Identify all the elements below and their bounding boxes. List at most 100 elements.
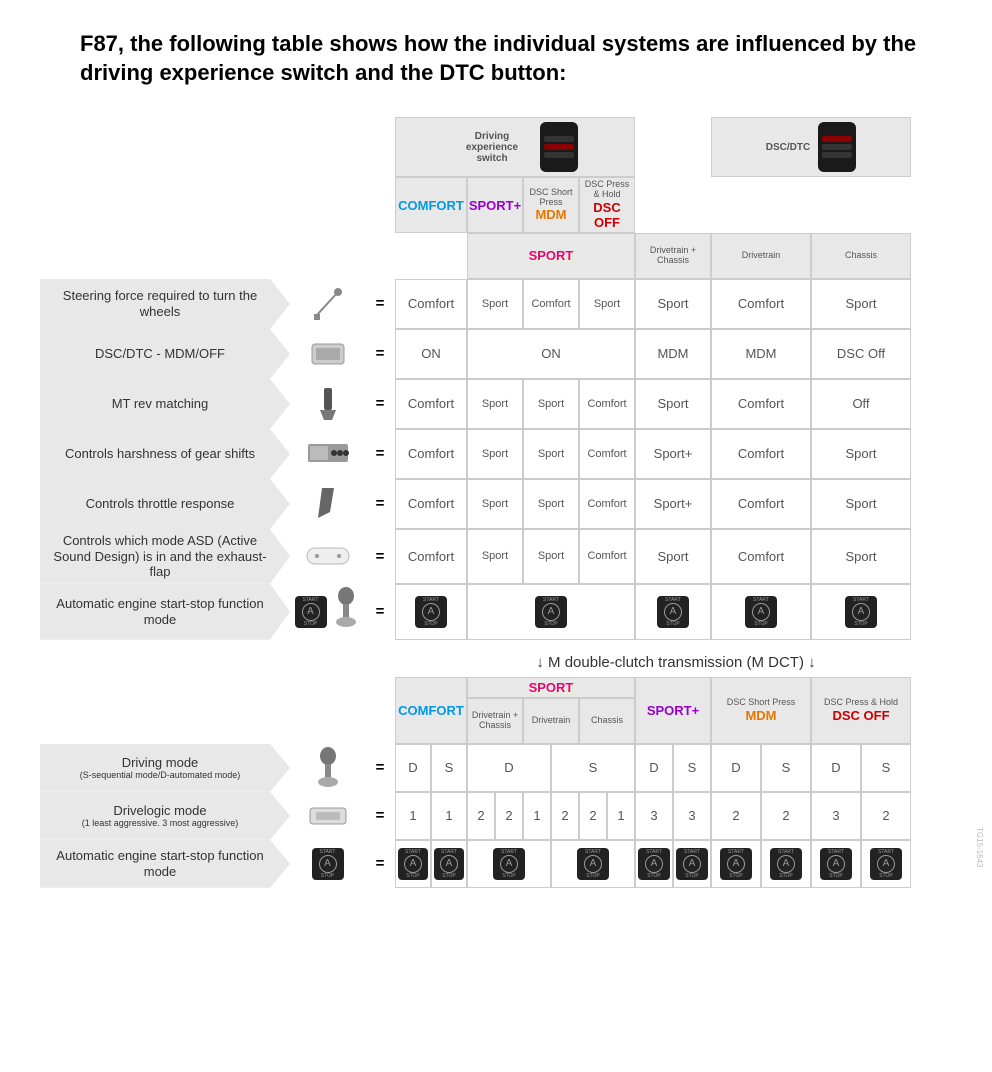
col-mdm-top: DSC Short Press bbox=[526, 188, 576, 208]
table-cell: Comfort bbox=[711, 429, 811, 479]
table-cell: D bbox=[811, 744, 861, 792]
table-cell: Sport bbox=[523, 529, 579, 584]
row-label: MT rev matching bbox=[40, 379, 290, 429]
dsc-icon bbox=[818, 122, 856, 172]
table-cell: STARTASTOP bbox=[635, 584, 711, 640]
table-cell: 2 bbox=[495, 792, 523, 840]
table-cell: Sport bbox=[523, 379, 579, 429]
table-cell: 2 bbox=[761, 792, 811, 840]
table-cell: STARTASTOP bbox=[467, 840, 551, 888]
row-label: Steering force required to turn the whee… bbox=[40, 279, 290, 329]
table-cell: Comfort bbox=[711, 279, 811, 329]
divider-label: ↓ M double-clutch transmission (M DCT) ↓ bbox=[380, 654, 972, 671]
table-cell: Sport bbox=[635, 279, 711, 329]
row-label: Controls harshness of gear shifts bbox=[40, 429, 290, 479]
table-cell: 3 bbox=[673, 792, 711, 840]
switch-icon bbox=[540, 122, 578, 172]
table-cell: MDM bbox=[711, 329, 811, 379]
equals-sign: = bbox=[365, 429, 395, 479]
table-cell: STARTASTOP bbox=[673, 840, 711, 888]
table-cell: Comfort bbox=[395, 429, 467, 479]
table-cell: Sport bbox=[811, 529, 911, 584]
equals-sign: = bbox=[365, 329, 395, 379]
table-cell: 3 bbox=[635, 792, 673, 840]
table-cell: MDM bbox=[635, 329, 711, 379]
table-cell: Comfort bbox=[579, 429, 635, 479]
table-cell: Comfort bbox=[395, 479, 467, 529]
table-cell: Sport bbox=[523, 479, 579, 529]
table-cell: Sport+ bbox=[635, 479, 711, 529]
col-dscoff-top: DSC Press & Hold bbox=[582, 180, 632, 200]
table-cell: 1 bbox=[395, 792, 431, 840]
equals-sign: = bbox=[365, 529, 395, 584]
table-cell: Sport bbox=[467, 429, 523, 479]
table-cell: Comfort bbox=[395, 379, 467, 429]
col-sportplus-b: SPORT+ bbox=[635, 677, 711, 744]
col-mdm-b: MDM bbox=[745, 708, 776, 723]
bottom-table: COMFORT SPORT SPORT+ DSC Short Press MDM… bbox=[40, 677, 972, 888]
col-sport-sub2-b: Drivetrain bbox=[523, 698, 579, 744]
table-cell: ON bbox=[467, 329, 635, 379]
throttle-icon bbox=[290, 479, 365, 529]
table-cell: STARTASTOP bbox=[761, 840, 811, 888]
col-comfort-b: COMFORT bbox=[395, 677, 467, 744]
table-cell: 2 bbox=[551, 792, 579, 840]
equals-sign: = bbox=[365, 744, 395, 792]
table-cell: 2 bbox=[467, 792, 495, 840]
table-cell: STARTASTOP bbox=[811, 584, 911, 640]
table-cell: D bbox=[467, 744, 551, 792]
steering-icon bbox=[290, 279, 365, 329]
col-sport-sub1-b: Drivetrain + Chassis bbox=[467, 698, 523, 744]
table-cell: Comfort bbox=[711, 529, 811, 584]
row-label: Drivelogic mode(1 least aggressive. 3 mo… bbox=[40, 792, 290, 840]
row-label: Controls which mode ASD (Active Sound De… bbox=[40, 529, 290, 584]
table-cell: Sport+ bbox=[635, 429, 711, 479]
copyright-label: TG15-1643 bbox=[975, 827, 984, 867]
table-cell: 3 bbox=[811, 792, 861, 840]
table-cell: 1 bbox=[607, 792, 635, 840]
col-sport-sub3: Chassis bbox=[811, 233, 911, 279]
table-cell: STARTASTOP bbox=[811, 840, 861, 888]
table-cell: STARTASTOP bbox=[431, 840, 467, 888]
col-dscoff-b: DSC OFF bbox=[832, 708, 889, 723]
table-cell: STARTASTOP bbox=[551, 840, 635, 888]
row-label: Controls throttle response bbox=[40, 479, 290, 529]
col-sport-b: SPORT bbox=[467, 677, 635, 698]
table-cell: Sport bbox=[635, 379, 711, 429]
equals-sign: = bbox=[365, 840, 395, 888]
equals-sign: = bbox=[365, 584, 395, 640]
row-label: DSC/DTC - MDM/OFF bbox=[40, 329, 290, 379]
col-comfort: COMFORT bbox=[395, 177, 467, 233]
table-cell: STARTASTOP bbox=[711, 584, 811, 640]
table-cell: Comfort bbox=[579, 529, 635, 584]
table-cell: S bbox=[431, 744, 467, 792]
table-cell: S bbox=[761, 744, 811, 792]
table-cell: Sport bbox=[523, 429, 579, 479]
table-cell: S bbox=[551, 744, 635, 792]
top-table: Driving experience switch DSC/DTC COMFOR… bbox=[40, 117, 972, 640]
page-title: F87, the following table shows how the i… bbox=[80, 30, 932, 87]
table-cell: STARTASTOP bbox=[635, 840, 673, 888]
table-cell: STARTASTOP bbox=[395, 584, 467, 640]
table-cell: D bbox=[395, 744, 431, 792]
table-cell: Comfort bbox=[711, 379, 811, 429]
startstop-icon: STARTASTOP bbox=[290, 584, 365, 640]
col-sport-sub3-b: Chassis bbox=[579, 698, 635, 744]
driving-experience-label: Driving experience switch bbox=[452, 131, 532, 164]
table-cell: 2 bbox=[861, 792, 911, 840]
table-cell: S bbox=[861, 744, 911, 792]
table-cell: D bbox=[711, 744, 761, 792]
table-cell: Sport bbox=[467, 529, 523, 584]
col-sport-sub2: Drivetrain bbox=[711, 233, 811, 279]
table-cell: S bbox=[673, 744, 711, 792]
table-cell: Sport bbox=[467, 279, 523, 329]
table-cell: Sport bbox=[635, 529, 711, 584]
startstop-icon: STARTASTOP bbox=[290, 840, 365, 888]
table-cell: Off bbox=[811, 379, 911, 429]
row-label: Automatic engine start-stop function mod… bbox=[40, 840, 290, 888]
table-cell: Comfort bbox=[523, 279, 579, 329]
table-cell: DSC Off bbox=[811, 329, 911, 379]
col-sportplus: SPORT+ bbox=[467, 177, 523, 233]
table-cell: Comfort bbox=[579, 479, 635, 529]
table-cell: Sport bbox=[811, 429, 911, 479]
